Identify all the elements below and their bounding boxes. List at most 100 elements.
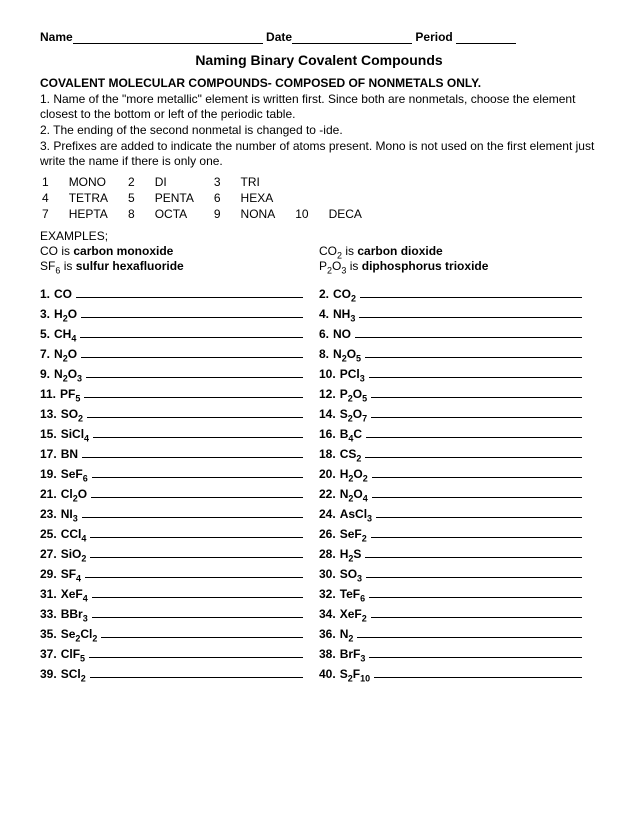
answer-blank [369, 587, 582, 598]
answer-blank [90, 527, 303, 538]
question-number: 21. [40, 487, 57, 501]
question-formula: CH4 [50, 327, 80, 341]
answer-blank [365, 447, 582, 458]
question-item: 35.Se2Cl2 [40, 624, 319, 644]
question-number: 27. [40, 547, 57, 561]
question-number: 32. [319, 587, 336, 601]
question-number: 20. [319, 467, 336, 481]
answer-blank [372, 487, 582, 498]
answer-blank [365, 347, 582, 358]
question-formula: N2O [50, 347, 81, 361]
intro-block: COVALENT MOLECULAR COMPOUNDS- COMPOSED O… [40, 76, 598, 169]
question-item: 17.BN [40, 444, 319, 464]
question-number: 39. [40, 667, 57, 681]
question-item: 4.NH3 [319, 304, 598, 324]
question-item: 20.H2O2 [319, 464, 598, 484]
answer-blank [91, 487, 303, 498]
question-item: 7.N2O [40, 344, 319, 364]
question-item: 10.PCl3 [319, 364, 598, 384]
question-number: 23. [40, 507, 57, 521]
answer-blank [101, 627, 303, 638]
question-number: 5. [40, 327, 50, 341]
question-formula: NO [329, 327, 355, 341]
intro-line: 3. Prefixes are added to indicate the nu… [40, 139, 598, 169]
question-number: 3. [40, 307, 50, 321]
example-line: SF6 is sulfur hexafluoride [40, 259, 319, 273]
question-number: 26. [319, 527, 336, 541]
question-number: 7. [40, 347, 50, 361]
question-formula: CO [50, 287, 76, 301]
question-item: 21.Cl2O [40, 484, 319, 504]
question-number: 25. [40, 527, 57, 541]
question-formula: BBr3 [57, 607, 92, 621]
question-number: 36. [319, 627, 336, 641]
answer-blank [372, 467, 582, 478]
period-blank [456, 31, 516, 44]
question-item: 27.SiO2 [40, 544, 319, 564]
question-formula: SCl2 [57, 667, 90, 681]
question-item: 5.CH4 [40, 324, 319, 344]
question-formula: CS2 [336, 447, 366, 461]
question-item: 8.N2O5 [319, 344, 598, 364]
question-formula: SO2 [57, 407, 87, 421]
answer-blank [360, 287, 582, 298]
question-number: 16. [319, 427, 336, 441]
question-item: 30.SO3 [319, 564, 598, 584]
question-number: 10. [319, 367, 336, 381]
question-formula: N2 [336, 627, 358, 641]
question-number: 17. [40, 447, 57, 461]
answer-blank [82, 447, 303, 458]
question-number: 11. [40, 387, 56, 401]
question-item: 23.NI3 [40, 504, 319, 524]
question-formula: SeF6 [57, 467, 92, 481]
answer-blank [90, 547, 303, 558]
question-item: 25.CCl4 [40, 524, 319, 544]
question-number: 33. [40, 607, 57, 621]
question-number: 18. [319, 447, 336, 461]
question-formula: SeF2 [336, 527, 371, 541]
question-number: 2. [319, 287, 329, 301]
question-number: 34. [319, 607, 336, 621]
question-formula: XeF4 [57, 587, 92, 601]
question-formula: B4C [336, 427, 366, 441]
question-formula: CO2 [329, 287, 360, 301]
question-formula: SiCl4 [57, 427, 93, 441]
question-number: 37. [40, 647, 57, 661]
questions-grid: 1.CO2.CO23.H2O4.NH35.CH46.NO7.N2O8.N2O59… [40, 284, 598, 684]
answer-blank [86, 367, 303, 378]
header-line: Name Date Period [40, 30, 598, 44]
answer-blank [85, 567, 303, 578]
question-item: 6.NO [319, 324, 598, 344]
question-item: 18.CS2 [319, 444, 598, 464]
question-item: 15.SiCl4 [40, 424, 319, 444]
answer-blank [93, 427, 303, 438]
question-item: 32.TeF6 [319, 584, 598, 604]
question-number: 28. [319, 547, 336, 561]
answer-blank [365, 547, 582, 558]
question-formula: H2O [50, 307, 81, 321]
answer-blank [366, 427, 582, 438]
question-formula: BrF3 [336, 647, 370, 661]
question-item: 12.P2O5 [319, 384, 598, 404]
answer-blank [82, 507, 303, 518]
question-number: 13. [40, 407, 57, 421]
question-formula: SO3 [336, 567, 366, 581]
question-formula: PCl3 [336, 367, 369, 381]
question-item: 3.H2O [40, 304, 319, 324]
answer-blank [371, 407, 582, 418]
question-formula: AsCl3 [336, 507, 376, 521]
question-formula: CCl4 [57, 527, 91, 541]
question-item: 37.ClF5 [40, 644, 319, 664]
question-item: 34.XeF2 [319, 604, 598, 624]
question-item: 38.BrF3 [319, 644, 598, 664]
question-number: 19. [40, 467, 57, 481]
page-title: Naming Binary Covalent Compounds [40, 52, 598, 68]
question-number: 4. [319, 307, 329, 321]
examples-label: EXAMPLES; [40, 229, 598, 243]
question-formula: Se2Cl2 [57, 627, 102, 641]
question-formula: NH3 [329, 307, 359, 321]
answer-blank [355, 327, 582, 338]
answer-blank [376, 507, 582, 518]
question-number: 29. [40, 567, 57, 581]
question-formula: ClF5 [57, 647, 89, 661]
